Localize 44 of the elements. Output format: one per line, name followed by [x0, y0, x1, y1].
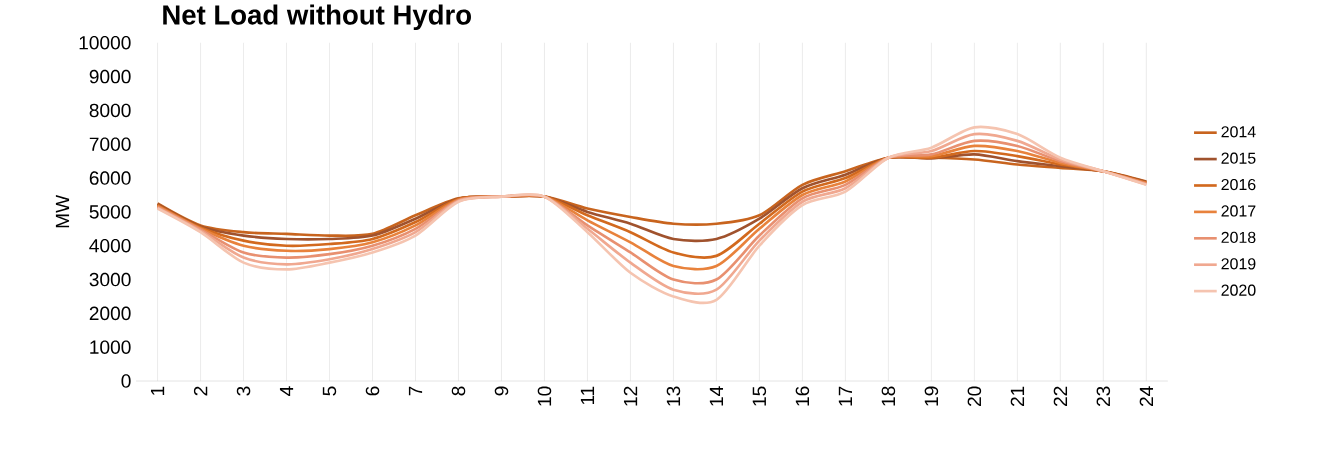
y-tick-label: 6000 — [89, 171, 131, 185]
y-tick-label: 10000 — [79, 36, 131, 50]
x-tick-label: 19 — [924, 386, 939, 406]
y-tick-label: 8000 — [89, 103, 131, 118]
x-tick-label: 23 — [1096, 386, 1111, 407]
x-tick-label: 4 — [279, 386, 294, 396]
y-tick-label: 2000 — [89, 306, 131, 321]
legend-label: 2018 — [1221, 231, 1256, 244]
y-tick-label: 9000 — [89, 69, 131, 84]
legend-label: 2019 — [1221, 258, 1256, 270]
x-tick-label: 20 — [967, 386, 982, 407]
legend-label: 2014 — [1221, 126, 1256, 138]
x-tick-label: 22 — [1053, 386, 1068, 407]
x-tick-label: 12 — [623, 386, 638, 406]
y-tick-label: 4000 — [89, 239, 131, 253]
chart-title: Net Load without Hydro — [163, 4, 471, 31]
x-tick-label: 17 — [838, 386, 852, 406]
x-tick-label: 24 — [1139, 386, 1154, 407]
y-tick-label: 0 — [121, 374, 131, 388]
x-tick-label: 7 — [408, 386, 423, 396]
y-tick-label: 5000 — [89, 205, 131, 219]
x-tick-label: 8 — [451, 386, 466, 396]
y-tick-label: 1000 — [90, 340, 131, 355]
legend-label: 2020 — [1221, 284, 1256, 296]
x-tick-label: 14 — [709, 386, 724, 406]
x-tick-label: 5 — [322, 386, 337, 396]
x-tick-label: 18 — [881, 386, 896, 406]
y-tick-label: 3000 — [89, 272, 131, 287]
x-tick-label: 1 — [150, 386, 165, 395]
x-tick-label: 2 — [193, 386, 208, 396]
y-tick-label: 7000 — [89, 137, 131, 152]
legend-label: 2016 — [1221, 179, 1256, 191]
legend-label: 2017 — [1221, 205, 1256, 217]
x-tick-label: 21 — [1010, 386, 1025, 407]
legend-label: 2015 — [1221, 152, 1256, 164]
x-tick-label: 6 — [365, 386, 380, 396]
x-tick-label: 3 — [236, 386, 251, 396]
x-tick-label: 10 — [537, 386, 552, 406]
x-tick-label: 13 — [666, 386, 681, 406]
x-tick-label: 11 — [580, 386, 595, 405]
x-tick-label: 9 — [494, 386, 509, 396]
y-axis-title: MW — [55, 195, 70, 228]
x-tick-label: 16 — [795, 386, 810, 406]
x-tick-label: 15 — [752, 386, 767, 406]
